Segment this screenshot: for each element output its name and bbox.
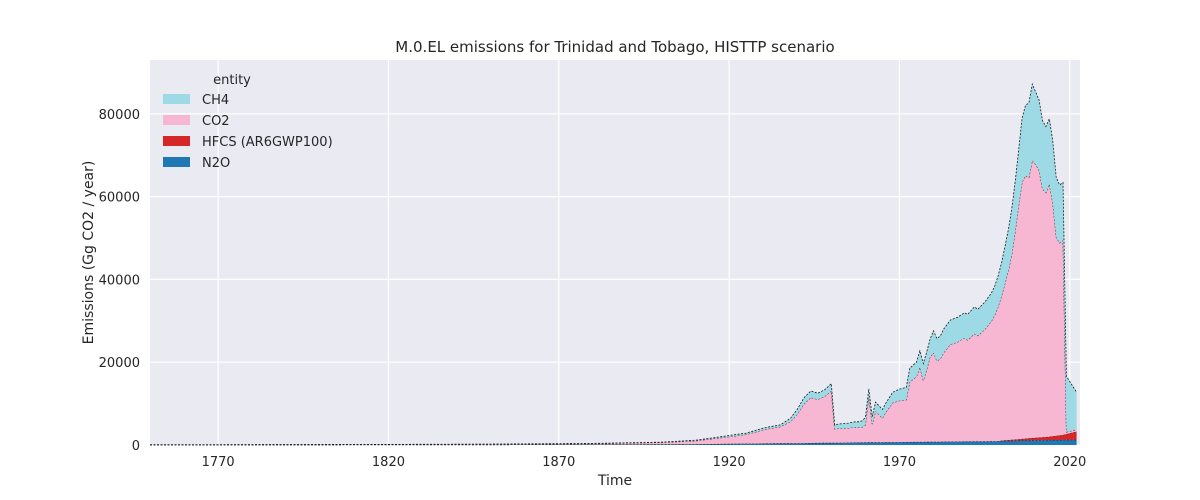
y-tick-label: 0 bbox=[132, 439, 140, 454]
x-tick-label: 1920 bbox=[713, 455, 746, 470]
x-tick-labels: 1770 1820 1870 1920 1970 2020 bbox=[202, 455, 1087, 470]
legend-label-co2: CO2 bbox=[202, 114, 230, 129]
x-tick-label: 1770 bbox=[202, 455, 235, 470]
legend-label-ch4: CH4 bbox=[202, 93, 229, 108]
legend-swatch-n2o bbox=[163, 157, 190, 167]
y-tick-labels: 0 20000 40000 60000 80000 bbox=[99, 108, 140, 454]
y-tick-label: 80000 bbox=[99, 108, 140, 123]
x-tick-label: 1820 bbox=[372, 455, 405, 470]
y-tick-label: 40000 bbox=[99, 273, 140, 288]
legend: entity CH4 CO2 HFCS (AR6GWP100) N2O bbox=[163, 73, 333, 171]
y-axis-label: Emissions (Gg CO2 / year) bbox=[81, 161, 97, 345]
chart-title: M.0.EL emissions for Trinidad and Tobago… bbox=[395, 38, 834, 56]
legend-label-n2o: N2O bbox=[202, 156, 230, 171]
y-tick-label: 20000 bbox=[99, 356, 140, 371]
legend-swatch-co2 bbox=[163, 115, 190, 125]
legend-label-hfcs-ar6gwp100: HFCS (AR6GWP100) bbox=[202, 135, 333, 150]
x-axis-label: Time bbox=[597, 473, 632, 489]
x-tick-label: 2020 bbox=[1053, 455, 1086, 470]
legend-swatch-ch4 bbox=[163, 94, 190, 104]
legend-swatch-hfcs-ar6gwp100 bbox=[163, 136, 190, 146]
area-n2o bbox=[150, 439, 1077, 445]
x-tick-label: 1970 bbox=[883, 455, 916, 470]
area-co2 bbox=[150, 160, 1077, 445]
stacked-areas bbox=[149, 82, 1077, 446]
y-tick-label: 60000 bbox=[99, 191, 140, 206]
x-tick-label: 1870 bbox=[542, 455, 575, 470]
legend-title: entity bbox=[213, 73, 251, 88]
boundary-ch4 bbox=[149, 82, 1077, 446]
